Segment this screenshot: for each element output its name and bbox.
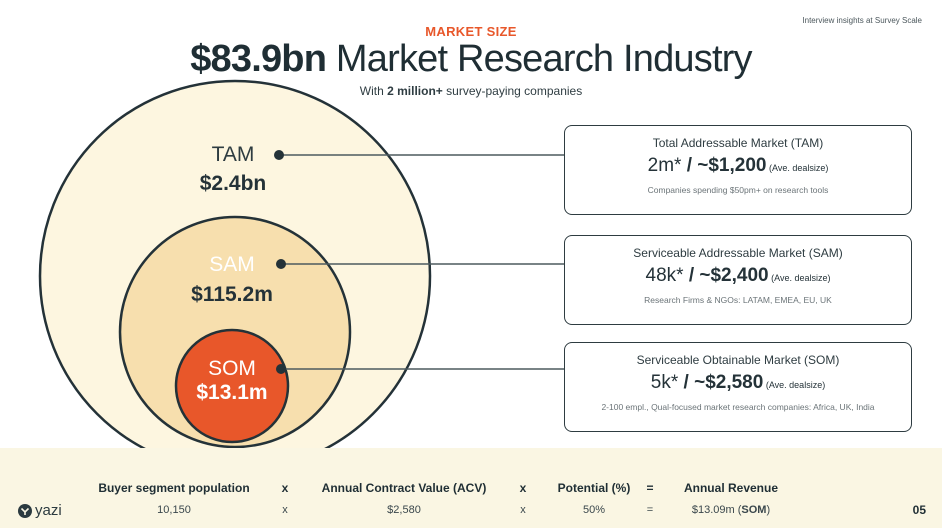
som-label: SOM $13.1m — [172, 357, 292, 405]
formula-head-revenue: Annual Revenue — [683, 481, 779, 495]
card-description: Companies spending $50pm+ on research to… — [647, 185, 829, 195]
sam-value: $115.2m — [191, 283, 273, 306]
formula-operator: x — [281, 481, 289, 495]
page-number: 05 — [912, 503, 926, 517]
card-title: Serviceable Addressable Market (SAM) — [633, 246, 843, 260]
formula-value-revenue: $13.09m (SOM) — [691, 504, 771, 516]
card-metric: 48k* / ~$2,400 (Ave. dealsize) — [645, 265, 831, 286]
subtitle-highlight: 2 million+ — [387, 84, 443, 98]
formula-head-population: Buyer segment population — [98, 481, 250, 495]
som-circle — [174, 328, 290, 444]
revenue-formula-footer: yazi Buyer segment population 10,150 x x… — [0, 448, 942, 528]
formula-value-acv: $2,580 — [387, 504, 421, 516]
card-title: Total Addressable Market (TAM) — [652, 136, 824, 150]
formula-head-potential: Potential (%) — [557, 481, 631, 495]
title-figure: $83.9bn — [190, 38, 327, 80]
formula-value-potential: 50% — [582, 504, 606, 516]
formula-operator: = — [646, 504, 654, 516]
tam-label: TAM $2.4bn — [173, 143, 293, 196]
sam-name: SAM — [209, 253, 255, 276]
som-dot — [276, 364, 286, 374]
page-subtitle: With 2 million+ survey-paying companies — [0, 84, 942, 98]
formula-operator: x — [520, 504, 526, 516]
card-metric: 5k* / ~$2,580 (Ave. dealsize) — [650, 372, 826, 393]
yazi-logo: yazi — [18, 502, 62, 519]
corner-note: Interview insights at Survey Scale — [802, 16, 922, 25]
yazi-logo-icon — [18, 503, 32, 518]
sam-label: SAM $115.2m — [162, 253, 302, 307]
sam-card: Serviceable Addressable Market (SAM) 48k… — [564, 235, 912, 325]
card-description: 2-100 empl., Qual-focused market researc… — [601, 402, 875, 412]
som-card: Serviceable Obtainable Market (SOM) 5k* … — [564, 342, 912, 432]
page-title: $83.9bn Market Research Industry — [0, 38, 942, 81]
card-description: Research Firms & NGOs: LATAM, EMEA, EU, … — [644, 295, 832, 305]
card-metric: 2m* / ~$1,200 (Ave. dealsize) — [647, 155, 829, 176]
formula-operator: x — [282, 504, 288, 516]
card-title: Serviceable Obtainable Market (SOM) — [636, 353, 840, 367]
sam-dot — [276, 259, 286, 269]
market-size-diagram — [38, 79, 565, 450]
som-name: SOM — [208, 357, 256, 380]
subtitle-post: survey-paying companies — [442, 84, 583, 98]
tam-dot — [274, 150, 284, 160]
tam-value: $2.4bn — [199, 172, 267, 195]
logo-text: yazi — [35, 502, 62, 519]
formula-value-population: 10,150 — [157, 504, 191, 516]
subtitle-pre: With — [359, 84, 388, 98]
tam-name: TAM — [211, 143, 255, 166]
formula-head-acv: Annual Contract Value (ACV) — [321, 481, 487, 495]
formula-operator: x — [519, 481, 527, 495]
title-text: Market Research Industry — [326, 38, 753, 80]
section-eyebrow: MARKET SIZE — [425, 24, 517, 39]
formula-operator: = — [646, 481, 654, 495]
som-value: $13.1m — [196, 381, 268, 404]
tam-card: Total Addressable Market (TAM) 2m* / ~$1… — [564, 125, 912, 215]
